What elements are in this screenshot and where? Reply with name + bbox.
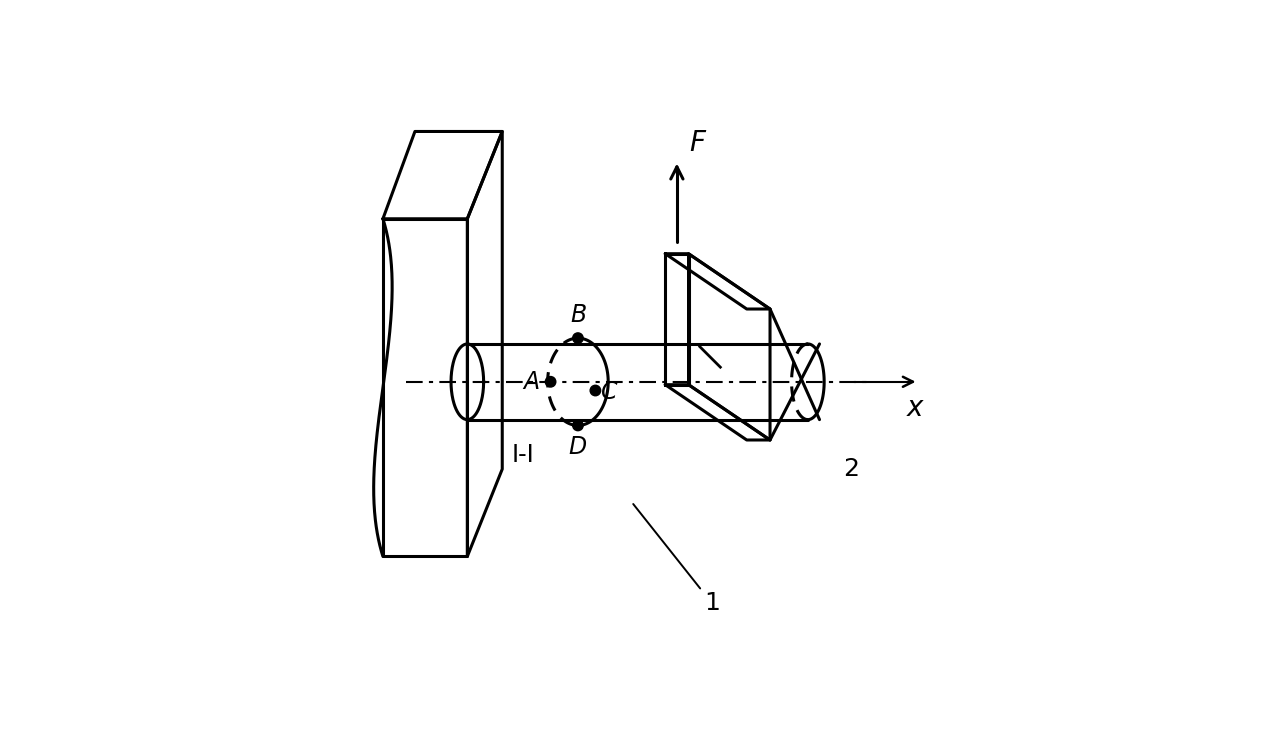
Text: 1: 1 xyxy=(703,591,720,615)
Text: 2: 2 xyxy=(843,457,860,481)
Text: $x$: $x$ xyxy=(906,394,925,422)
Circle shape xyxy=(573,420,583,431)
Circle shape xyxy=(573,333,583,343)
Text: $B$: $B$ xyxy=(570,303,587,327)
Text: $A$: $A$ xyxy=(523,370,541,394)
Circle shape xyxy=(591,386,601,395)
Text: $C$: $C$ xyxy=(600,380,617,404)
Circle shape xyxy=(546,376,556,387)
Text: $F$: $F$ xyxy=(688,129,707,157)
Text: I-I: I-I xyxy=(511,442,534,466)
Text: $D$: $D$ xyxy=(569,435,588,459)
